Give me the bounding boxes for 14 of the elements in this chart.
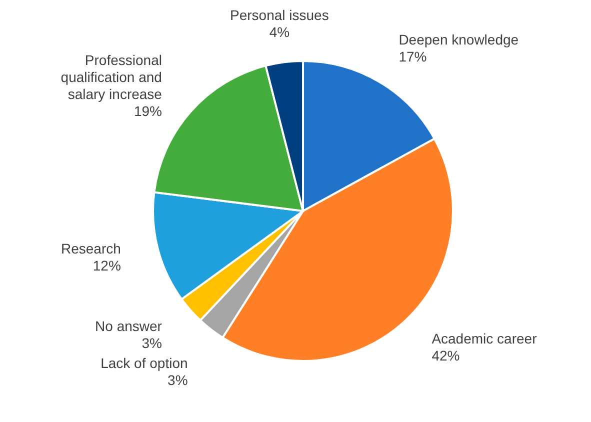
slice-label: Deepen knowledge: [398, 31, 519, 48]
data-label: 17%: [398, 48, 427, 64]
slice-label: Research: [60, 240, 121, 256]
slice-label: Personal issues: [230, 6, 329, 23]
slice-label: Professional qualification and salary increase: [60, 52, 162, 102]
slice-label: Lack of option: [100, 354, 188, 371]
data-label: 12%: [92, 256, 121, 273]
data-label: 4%: [269, 24, 290, 40]
data-label: 3%: [142, 334, 162, 351]
slice-label: Academic career: [432, 330, 538, 346]
data-label: 42%: [432, 347, 460, 364]
data-label: 19%: [134, 102, 162, 119]
data-label: 3%: [168, 372, 188, 388]
slice-label: No answer: [95, 318, 162, 334]
